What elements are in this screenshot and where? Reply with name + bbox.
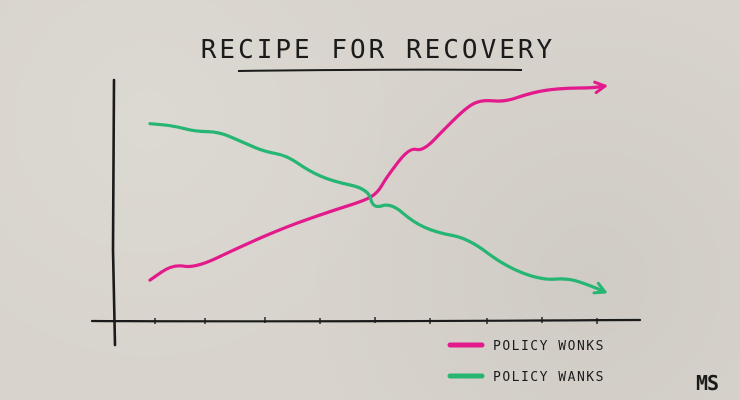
- y-axis: [111, 78, 117, 347]
- chart-title: RECIPE FOR RECOVERY: [201, 35, 555, 65]
- series-line-0: [148, 84, 607, 282]
- title-underline: [237, 68, 523, 72]
- series-line-1: [148, 122, 607, 294]
- series-arrow-1: [592, 281, 607, 295]
- legend-label-wonks: POLICY WONKS: [493, 339, 605, 354]
- legend-label-wanks: POLICY WANKS: [493, 370, 605, 385]
- x-axis: [90, 318, 642, 323]
- ms-logo: MS: [696, 371, 718, 395]
- x-axis-ticks: [154, 317, 598, 324]
- series-layer: [148, 80, 607, 295]
- series-arrow-0: [593, 80, 607, 95]
- legend: POLICY WONKS POLICY WANKS: [447, 339, 605, 385]
